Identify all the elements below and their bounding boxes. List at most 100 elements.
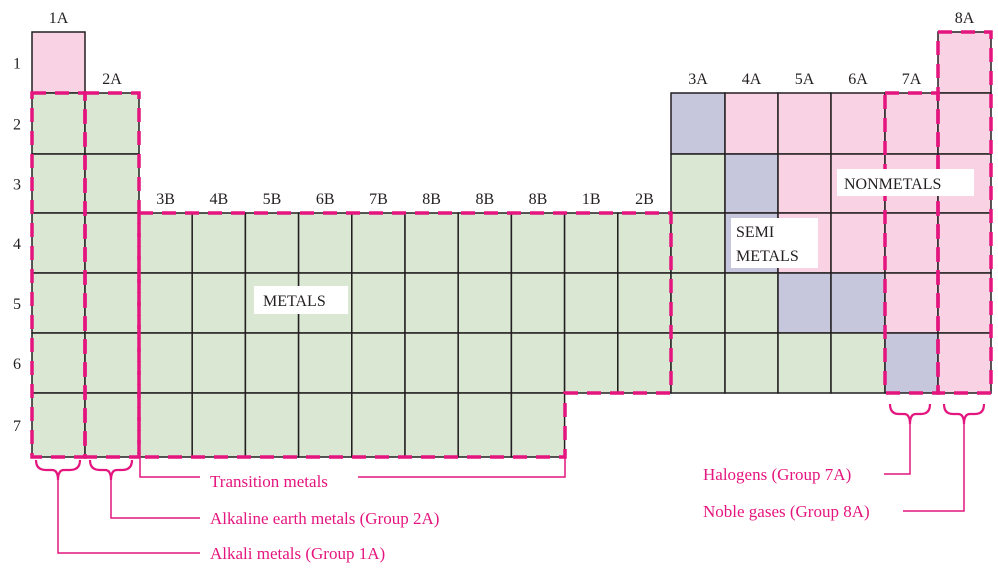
element-cell-metal (404, 272, 459, 334)
element-cell-metal (670, 272, 726, 334)
element-cell-metal (510, 332, 566, 394)
transition-leader-left (139, 458, 200, 478)
element-cell-metal (31, 92, 86, 155)
group-label: 3A (688, 71, 708, 88)
element-cell-metal (191, 332, 247, 394)
transition-leader-right (358, 458, 566, 478)
nonmetals-label: NONMETALS (844, 176, 941, 193)
element-cell-metal (84, 332, 140, 394)
element-cell-metal (351, 332, 406, 394)
group-label: 6B (316, 191, 335, 208)
element-cell-metal (670, 332, 726, 394)
group-label: 4B (209, 191, 228, 208)
period-label: 6 (13, 356, 21, 373)
element-cell-metal (670, 212, 726, 274)
alkaline-earth-callout: Alkaline earth metals (Group 2A) (210, 509, 439, 528)
element-cell-semimetal (777, 272, 832, 334)
group-label: 6A (848, 71, 868, 88)
group-label: 8B (529, 191, 548, 208)
element-cell-metal (191, 392, 247, 458)
nonmetals-label-bg (837, 169, 974, 196)
element-cell-metal (84, 392, 140, 458)
element-cell-semimetal (670, 92, 726, 155)
element-cell-metal (244, 212, 300, 274)
group-label: 7B (369, 191, 388, 208)
group-labels: 1A 2A 3B 4B 5B 6B 7B 8B 8B 8B 1B 2B 3A 4A 5A 6A 7A 8A (49, 10, 975, 208)
element-cell-metal (297, 212, 353, 274)
group-label: 8B (475, 191, 494, 208)
element-cell-metal (138, 392, 193, 458)
group-label: 8A (955, 10, 975, 27)
element-cell-nonmetal (724, 92, 779, 155)
element-cell-semimetal (830, 272, 886, 334)
period-label: 2 (13, 117, 21, 134)
element-cell-metal (191, 212, 247, 274)
element-cell-metal (670, 153, 726, 214)
element-cell-metal (457, 332, 513, 394)
period-label: 7 (13, 418, 21, 435)
element-cell-nonmetal (937, 31, 992, 94)
group-label: 5B (263, 191, 282, 208)
element-cell-metal (563, 332, 619, 394)
element-cell-nonmetal (777, 153, 832, 214)
element-cell-metal (31, 392, 86, 458)
element-cell-metal (351, 272, 406, 334)
element-cell-nonmetal (884, 272, 939, 334)
element-cell-metal (31, 272, 86, 334)
element-cell-metal (830, 332, 886, 394)
group-label: 8B (422, 191, 441, 208)
element-cell-metal (31, 153, 86, 214)
group-label: 3B (156, 191, 175, 208)
element-cell-metal (510, 212, 566, 274)
element-cell-metal (351, 212, 406, 274)
semimetals-label-line2: METALS (736, 248, 799, 265)
element-cell-metal (510, 272, 566, 334)
noble-leader (903, 424, 965, 512)
element-cell-metal (138, 272, 193, 334)
alkaline-earth-group-outline (83, 91, 141, 459)
noble-gases-group-outline (936, 30, 993, 395)
metals-label-bg (254, 286, 348, 314)
halogens-leader (884, 424, 911, 475)
group-label: 7A (902, 71, 922, 88)
element-cell-metal (31, 332, 86, 394)
element-cell-nonmetal (937, 212, 992, 274)
element-cell-metal (191, 272, 247, 334)
element-cell-nonmetal (937, 332, 992, 394)
element-cell-metal (510, 392, 566, 458)
element-cell-nonmetal (937, 272, 992, 334)
period-labels: 1 2 3 4 5 6 7 (13, 56, 21, 436)
element-cell-metal (84, 153, 140, 214)
element-cell-metal (404, 392, 459, 458)
transition-metals-callout: Transition metals (210, 472, 328, 491)
period-label: 3 (13, 177, 21, 194)
element-cell-metal (457, 272, 513, 334)
element-cell-metal (138, 212, 193, 274)
element-cell-metal (724, 332, 779, 394)
halogens-group-outline (883, 91, 940, 395)
element-cell-metal (457, 212, 513, 274)
element-cell-metal (617, 332, 672, 394)
element-cell-nonmetal (830, 212, 886, 274)
noble-gases-callout: Noble gases (Group 8A) (703, 502, 870, 521)
period-label: 5 (13, 296, 21, 313)
element-cell-metal (138, 332, 193, 394)
element-cell-metal (563, 272, 619, 334)
element-cell-metal (777, 332, 832, 394)
group-label: 2A (102, 71, 122, 88)
element-cell-metal (84, 212, 140, 274)
element-cell-metal (563, 212, 619, 274)
element-cell-nonmetal (884, 92, 939, 155)
halogens-callout: Halogens (Group 7A) (703, 465, 851, 484)
element-cell-nonmetal (31, 31, 86, 94)
element-cell-metal (457, 392, 513, 458)
element-cell-semimetal (884, 332, 939, 394)
element-cell-metal (84, 92, 140, 155)
element-cell-metal (244, 392, 300, 458)
group-label: 2B (635, 191, 654, 208)
element-cell-metal (351, 392, 406, 458)
halogens-brace (888, 403, 932, 425)
element-cell-metal (244, 332, 300, 394)
element-cell-nonmetal (884, 212, 939, 274)
